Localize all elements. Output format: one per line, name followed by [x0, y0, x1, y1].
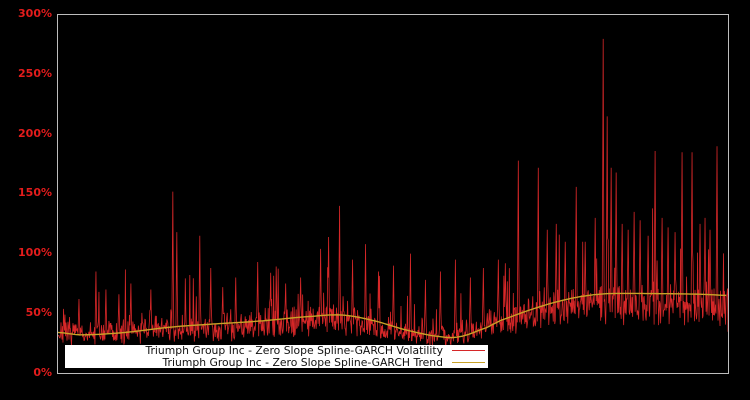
y-axis-tick-label: 150%: [18, 186, 52, 199]
legend-item-volatility: Triumph Group Inc - Zero Slope Spline-GA…: [65, 345, 488, 357]
y-axis-tick-label: 0%: [33, 366, 52, 379]
trend-series-line: [58, 292, 727, 339]
plot-area: Triumph Group Inc - Zero Slope Spline-GA…: [57, 14, 729, 374]
y-axis-tick-label: 100%: [18, 246, 52, 259]
y-axis-tick-label: 300%: [18, 7, 52, 20]
legend: Triumph Group Inc - Zero Slope Spline-GA…: [65, 345, 488, 368]
y-axis-tick-label: 250%: [18, 67, 52, 80]
legend-label-volatility: Triumph Group Inc - Zero Slope Spline-GA…: [145, 344, 443, 358]
volatility-series-line: [58, 38, 728, 346]
legend-swatch-trend-line: [452, 361, 485, 363]
legend-swatch-volatility-line: [452, 350, 485, 352]
legend-item-trend: Triumph Group Inc - Zero Slope Spline-GA…: [65, 357, 488, 369]
y-axis-tick-label: 50%: [25, 306, 52, 319]
chart-canvas: [58, 38, 728, 346]
legend-label-trend: Triumph Group Inc - Zero Slope Spline-GA…: [162, 355, 443, 369]
y-axis-tick-label: 200%: [18, 127, 52, 140]
